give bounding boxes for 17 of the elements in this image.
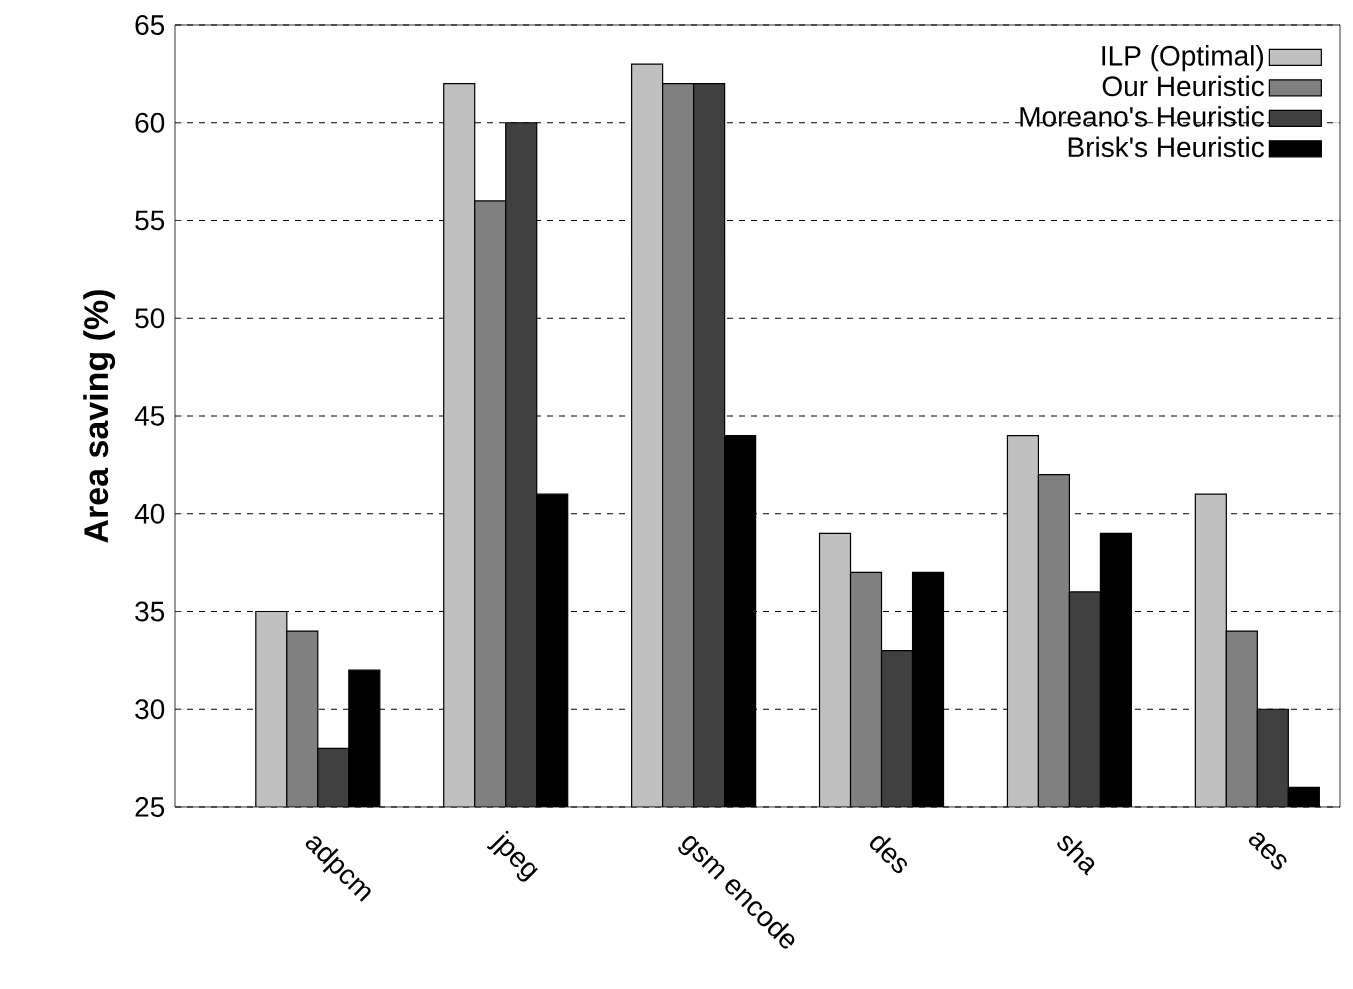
y-tick-label: 45 <box>134 406 165 426</box>
y-tick-label: 65 <box>135 15 165 35</box>
x-tick-label: aes <box>1248 832 1287 870</box>
legend-label: Our Heuristic <box>1102 75 1264 97</box>
legend-label: ILP (Optimal) <box>1102 45 1263 72</box>
y-axis-title: Area saving (%) <box>83 290 116 543</box>
y-tick-label: 25 <box>135 797 165 817</box>
legend-label: Moreano's Heuristic <box>1020 106 1264 127</box>
y-tick-label: 60 <box>135 112 165 133</box>
x-tick-label: des <box>870 836 908 874</box>
y-tick-label: 35 <box>135 601 165 622</box>
x-tick-label: sha <box>1057 835 1095 876</box>
y-tick-label: 30 <box>135 699 165 720</box>
legend-label: Brisk's Heuristic <box>1068 136 1264 158</box>
y-tick-label: 40 <box>134 503 165 524</box>
y-tick-label: 50 <box>135 308 165 329</box>
y-tick-label: 55 <box>135 210 165 231</box>
